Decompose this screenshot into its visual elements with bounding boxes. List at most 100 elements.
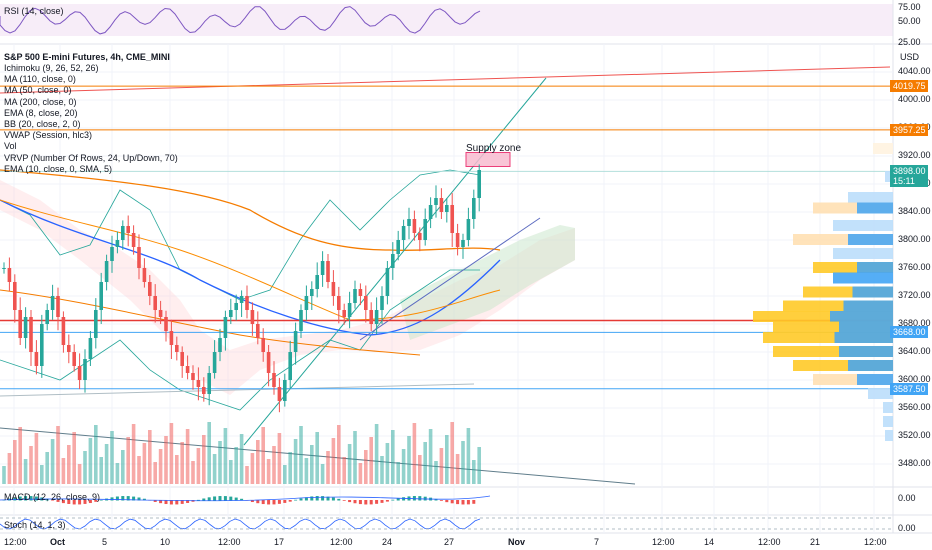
candle [396,240,400,254]
time-tick: 12:00 [758,537,781,547]
indicator-legend-item[interactable]: Ichimoku (9, 26, 52, 26) [4,63,99,73]
indicator-legend-item[interactable]: MA (110, close, 0) [4,74,76,85]
candle [110,247,114,261]
indicator-legend-item[interactable]: EMA (10, close, 0, SMA, 5) [4,163,113,174]
price-tick: 3640.00 [898,346,931,356]
candle [115,240,120,247]
macd-bar [18,496,22,501]
volume-bar [250,453,255,484]
volume-profile-bar [753,311,893,322]
volume-bar [288,452,292,484]
macd-bar [369,500,373,505]
volume-bar [83,451,87,484]
supply-zone [465,152,511,167]
currency-label: USD [900,52,920,62]
macd-bar [396,498,400,501]
rsi-tick-50: 50.00 [898,16,921,26]
volume-profile-bar [793,234,893,245]
macd-bar [434,498,438,501]
price-tick: 3920.00 [898,150,931,160]
volume-bar [369,437,373,484]
volume-profile-bar [848,192,893,203]
indicator-legend-item[interactable]: Vol [4,141,17,152]
price-tick: 3600.00 [898,374,931,384]
volume-profile-bar [833,248,893,259]
macd-bar [283,500,287,503]
time-tick: 12:00 [4,537,27,547]
macd-bar [234,497,238,501]
candle [445,205,449,212]
volume-bar [293,439,298,484]
macd-bar [321,496,325,501]
candle [191,373,195,380]
ichimoku-cloud [0,180,575,395]
indicator-legend-item[interactable]: MA (200, close, 0) [4,96,77,107]
volume-bar [455,454,460,484]
price-tag-value: 3898.00 [893,166,926,177]
macd-bar [142,498,146,501]
candle [407,219,411,226]
indicator-legend-item[interactable]: MA (50, close, 0) [4,85,72,96]
macd-bar [218,496,222,501]
candle [245,296,249,310]
volume-bar [202,435,206,484]
symbol-title[interactable]: S&P 500 E-mini Futures, 4h, CME_MINI [4,52,170,62]
volume-bar [121,450,125,484]
time-tick: 21 [810,537,821,547]
indicator-legend-item[interactable]: EMA (8, close, 20) [4,107,78,118]
macd-bar [240,498,244,501]
candle [196,380,201,387]
macd-bar [256,500,260,504]
volume-bar [115,463,120,484]
volume-profile-bar [773,321,893,333]
candle [353,289,357,303]
candle [472,198,476,219]
macd-bar [353,500,357,504]
trend-line-red [0,66,891,94]
macd-bar [45,498,49,501]
volume-bar [234,447,238,484]
candle [202,387,206,394]
candle [380,296,384,310]
macd-bar [126,496,130,501]
volume-bar [191,461,195,484]
candle [293,331,298,352]
macd-bar [94,500,98,502]
volume-bar [347,444,352,484]
indicator-legend-item[interactable]: VRVP (Number Of Rows, 24, Up/Down, 70) [4,152,178,163]
rsi-band [0,4,893,36]
macd-bar [461,500,465,505]
volume-bar [158,449,163,484]
macd-bar [29,496,33,501]
macd-bar [261,500,265,505]
volume-bar [153,462,157,484]
volume-profile-bar [763,332,893,343]
macd-bar [88,500,92,504]
macd-bar [164,500,168,505]
macd-bar [358,500,362,505]
macd-bar [175,500,179,505]
candle [40,324,44,366]
time-tick: 7 [594,537,600,547]
indicator-legend-item[interactable]: VWAP (Session, hlc3) [4,130,93,141]
price-tick: 4040.00 [898,66,931,76]
volume-bar [261,427,265,484]
macd-bar [331,497,335,501]
volume-bar [88,438,93,484]
volume-profile-bar [857,202,893,214]
macd-bar [348,500,352,503]
volume-bar [461,441,465,484]
candle [234,303,238,310]
volume-bar [185,429,190,484]
indicator-legend-item[interactable]: BB (20, close, 2, 0) [4,119,81,129]
candle [418,233,422,240]
candle [331,282,336,296]
macd-bar [445,500,449,503]
candle [61,317,66,345]
volume-profile-bar [857,262,893,273]
time-tick: 14 [704,537,715,547]
candle [153,296,157,310]
macd-bar [439,500,443,501]
candle [18,310,22,338]
